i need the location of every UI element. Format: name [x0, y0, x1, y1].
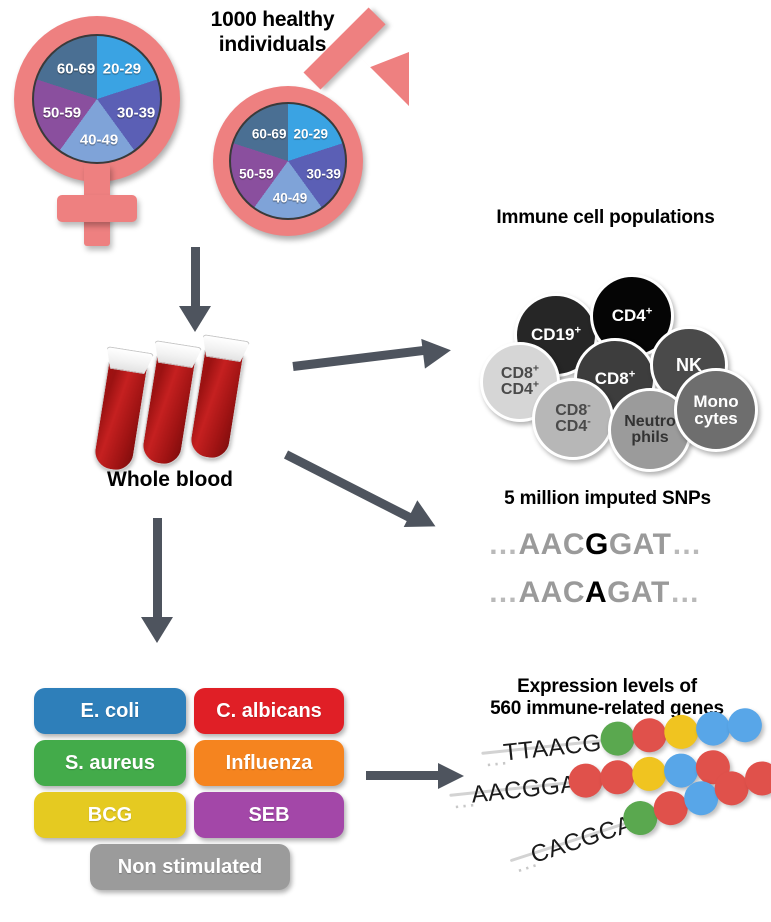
immune-cell-monocytes: Mono cytes: [674, 368, 758, 452]
immune-cell-label: Mono cytes: [693, 391, 739, 428]
snp-suffix-ellipsis: …: [669, 576, 701, 609]
blood-tubes: [91, 335, 275, 474]
age-group-label-30-39: 30-39: [116, 104, 156, 122]
immune-cell-cd8-cd4: CD8- CD4-: [532, 378, 614, 460]
immune-cell-label: CD8- CD4-: [555, 399, 591, 435]
stimulus-non-stimulated[interactable]: Non stimulated: [90, 844, 290, 890]
expression-title-line2: 560 immune-related genes: [490, 698, 724, 720]
immune-cell-label: CD8+ CD4+: [500, 362, 540, 398]
stimulus-seb[interactable]: SEB: [194, 792, 344, 838]
snp-prefix-ellipsis: …: [488, 576, 519, 609]
immune-cells-title: Immune cell populations: [496, 207, 715, 228]
age-group-label-40-49: 40-49: [79, 131, 119, 149]
snp-left-bases: AAC: [518, 576, 585, 609]
female-age-pie: 20-29 30-39 40-49 50-59 60-69: [32, 34, 162, 164]
stimulus-influenza[interactable]: Influenza: [194, 740, 344, 786]
expression-title-line1: Expression levels of: [517, 676, 697, 697]
stimulus-c-albicans[interactable]: C. albicans: [194, 688, 344, 734]
page-title: 1000 healthy individuals: [165, 8, 380, 58]
snp-suffix-ellipsis: …: [671, 528, 702, 561]
immune-cell-label: CD4+: [611, 305, 653, 326]
snp-sequence-row: …AACAGAT…: [488, 576, 700, 610]
age-group-label-20-29: 20-29: [102, 60, 142, 78]
age-group-label-60-69: 60-69: [251, 126, 287, 142]
whole-blood-label: Whole blood: [107, 468, 233, 491]
rna-strands: … TTAACGG… AACGGAT… CACGCAA: [449, 706, 771, 920]
immune-cell-label: CD8+: [594, 368, 636, 389]
rna-bead: [630, 716, 669, 754]
expression-title: Expression levels of 560 immune-related …: [443, 676, 771, 721]
immune-cell-label: CD19+: [530, 324, 582, 345]
age-group-label-40-49: 40-49: [272, 190, 308, 206]
age-group-label-50-59: 50-59: [239, 166, 274, 182]
stimulus-e-coli[interactable]: E. coli: [34, 688, 186, 734]
snp-sequences: …AACGGAT… …AACAGAT…: [488, 528, 758, 618]
snp-sequence-row: …AACGGAT…: [488, 528, 702, 562]
snps-title: 5 million imputed SNPs: [504, 488, 711, 509]
rna-bead: [630, 755, 668, 793]
age-group-label-30-39: 30-39: [306, 166, 341, 182]
age-group-label-20-29: 20-29: [293, 126, 329, 142]
cohort-title-line2: individuals: [218, 32, 327, 56]
age-group-label-60-69: 60-69: [56, 60, 96, 78]
snp-prefix-ellipsis: …: [488, 528, 519, 561]
male-age-pie: 20-29 30-39 40-49 50-59 60-69: [229, 102, 347, 220]
stimulus-s-aureus[interactable]: S. aureus: [34, 740, 186, 786]
rna-bead: [598, 758, 637, 796]
snp-right-bases: GAT: [608, 528, 672, 561]
male-arrow-head: [355, 52, 409, 106]
snp-variant-base: A: [585, 576, 608, 609]
immune-cell-cluster: CD19+ CD4+ CD8+ CD4+ CD8+ NK CD8- CD4- Neutro phi…: [478, 238, 768, 472]
female-symbol: 20-29 30-39 40-49 50-59 60-69: [8, 14, 198, 259]
snp-left-bases: AAC: [518, 528, 585, 561]
cohort-title-line1: 1000 healthy: [210, 8, 335, 31]
stimulus-bcg[interactable]: BCG: [34, 792, 186, 838]
immune-cell-label: Neutro phils: [624, 412, 676, 446]
snp-right-bases: GAT: [607, 576, 670, 609]
age-group-label-50-59: 50-59: [42, 104, 82, 122]
female-cross: [57, 195, 137, 222]
male-symbol: 20-29 30-39 40-49 50-59 60-69: [205, 7, 435, 248]
immune-cell-label: NK: [676, 354, 702, 375]
snp-variant-base: G: [585, 528, 609, 561]
